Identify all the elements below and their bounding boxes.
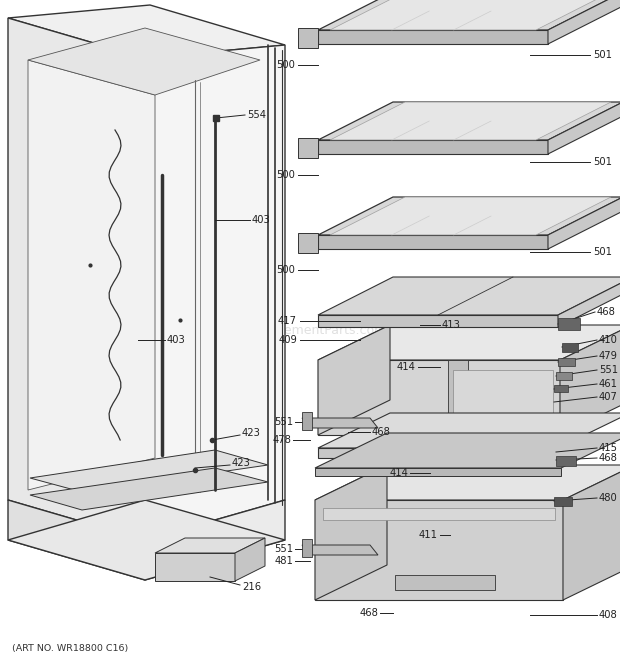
Polygon shape	[554, 385, 568, 392]
Polygon shape	[318, 102, 620, 140]
Polygon shape	[155, 538, 265, 553]
Polygon shape	[298, 138, 318, 158]
Polygon shape	[8, 500, 145, 580]
Polygon shape	[318, 325, 390, 435]
Polygon shape	[30, 450, 268, 492]
Polygon shape	[548, 197, 620, 249]
Text: 500: 500	[276, 170, 295, 180]
Polygon shape	[318, 197, 620, 235]
Polygon shape	[302, 545, 378, 555]
Polygon shape	[8, 5, 285, 58]
Text: 501: 501	[593, 157, 612, 167]
Polygon shape	[315, 465, 620, 500]
Polygon shape	[448, 360, 468, 430]
Polygon shape	[28, 28, 260, 95]
Text: 468: 468	[597, 307, 616, 317]
Polygon shape	[330, 0, 611, 30]
Polygon shape	[318, 30, 548, 44]
Polygon shape	[330, 197, 611, 235]
Polygon shape	[323, 508, 555, 520]
Polygon shape	[155, 553, 235, 581]
Polygon shape	[302, 539, 312, 557]
Text: 500: 500	[276, 60, 295, 70]
Polygon shape	[558, 358, 575, 366]
Polygon shape	[315, 468, 561, 476]
Polygon shape	[298, 233, 318, 253]
Text: 403: 403	[252, 215, 271, 225]
Text: 551: 551	[599, 365, 618, 375]
Text: 413: 413	[442, 320, 461, 330]
Text: 500: 500	[276, 265, 295, 275]
Text: 408: 408	[599, 610, 618, 620]
Polygon shape	[318, 325, 620, 360]
Polygon shape	[318, 140, 548, 154]
Text: 414: 414	[396, 362, 415, 372]
Polygon shape	[548, 0, 620, 44]
Text: 468: 468	[359, 608, 378, 618]
Polygon shape	[395, 575, 495, 590]
Polygon shape	[554, 497, 572, 506]
Polygon shape	[315, 500, 563, 600]
Polygon shape	[318, 448, 558, 458]
Text: 415: 415	[599, 443, 618, 453]
Text: 461: 461	[599, 379, 618, 389]
Polygon shape	[318, 315, 558, 327]
Text: 407: 407	[599, 392, 618, 402]
Text: 417: 417	[278, 316, 297, 326]
Text: 479: 479	[599, 351, 618, 361]
Polygon shape	[318, 360, 560, 435]
Polygon shape	[298, 28, 318, 48]
Text: 468: 468	[372, 427, 391, 437]
Polygon shape	[235, 538, 265, 581]
Polygon shape	[28, 60, 155, 490]
Polygon shape	[558, 318, 580, 330]
Text: 414: 414	[389, 468, 408, 478]
Polygon shape	[30, 468, 268, 510]
Polygon shape	[563, 465, 620, 600]
Polygon shape	[318, 413, 620, 448]
Polygon shape	[562, 343, 578, 352]
Text: 478: 478	[272, 435, 291, 445]
Text: 551: 551	[274, 417, 293, 427]
Text: 411: 411	[419, 530, 438, 540]
Polygon shape	[315, 465, 387, 600]
Text: 480: 480	[599, 493, 618, 503]
Polygon shape	[8, 18, 145, 540]
Polygon shape	[302, 412, 312, 430]
Text: 501: 501	[593, 247, 612, 257]
Polygon shape	[330, 102, 611, 140]
Polygon shape	[453, 370, 553, 430]
Polygon shape	[318, 0, 620, 30]
Polygon shape	[8, 500, 285, 580]
Polygon shape	[318, 277, 620, 315]
Polygon shape	[558, 277, 620, 327]
Polygon shape	[556, 456, 576, 466]
Polygon shape	[145, 45, 285, 540]
Polygon shape	[315, 433, 620, 468]
Text: 410: 410	[599, 335, 618, 345]
Text: 501: 501	[593, 50, 612, 60]
Polygon shape	[560, 325, 620, 435]
Text: 409: 409	[278, 335, 297, 345]
Text: 403: 403	[167, 335, 186, 345]
Text: 551: 551	[274, 544, 293, 554]
Text: eReplacementParts.com: eReplacementParts.com	[234, 324, 386, 337]
Polygon shape	[318, 235, 548, 249]
Polygon shape	[302, 418, 378, 428]
Text: 481: 481	[274, 556, 293, 566]
Polygon shape	[145, 500, 285, 580]
Text: 468: 468	[599, 453, 618, 463]
Text: 423: 423	[232, 458, 251, 468]
Text: 216: 216	[242, 582, 261, 592]
Polygon shape	[556, 372, 572, 380]
Polygon shape	[548, 102, 620, 154]
Text: (ART NO. WR18800 C16): (ART NO. WR18800 C16)	[12, 644, 128, 652]
Text: 423: 423	[242, 428, 261, 438]
Text: 554: 554	[247, 110, 266, 120]
